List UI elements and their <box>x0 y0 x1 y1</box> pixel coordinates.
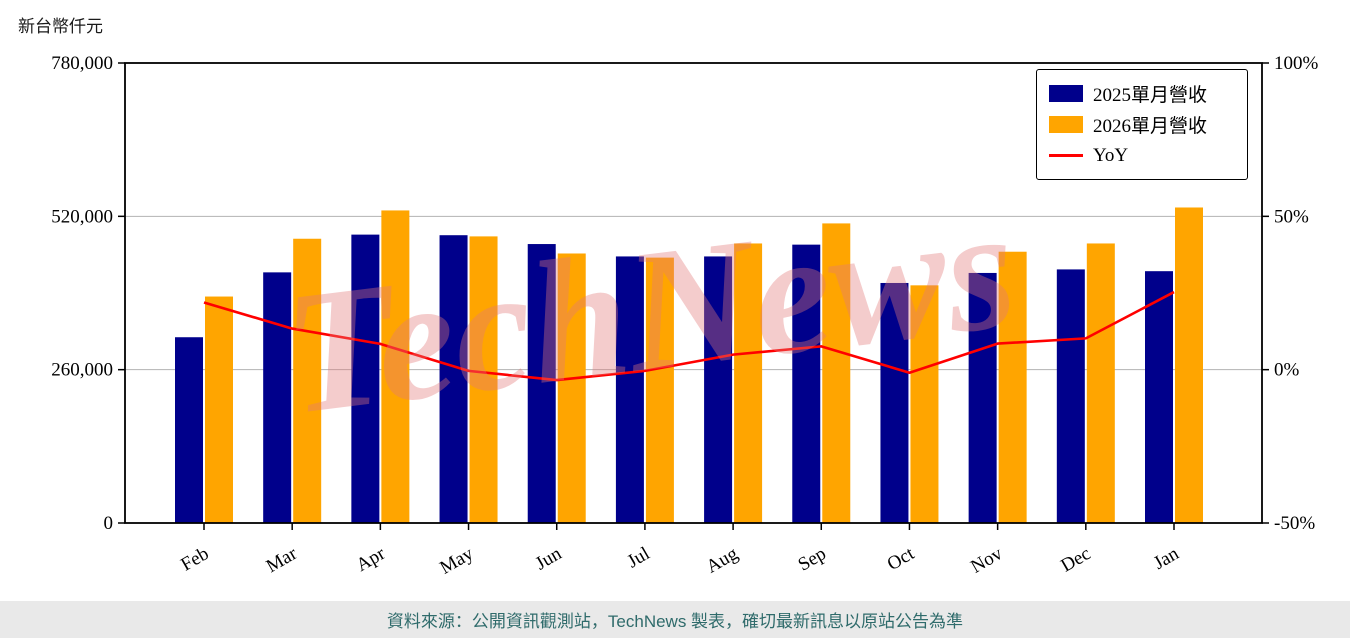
left-axis-tick-label: 780,000 <box>51 53 113 74</box>
left-axis-tick-label: 260,000 <box>51 360 113 381</box>
y-axis-title: 新台幣仟元 <box>18 17 103 36</box>
legend-label-2026: 2026單月營收 <box>1093 116 1208 137</box>
x-axis-tick-label: Apr <box>353 543 390 576</box>
bar-2025 <box>439 235 468 523</box>
right-axis-tick-label: 0% <box>1274 360 1300 381</box>
footer-source-text: 資料來源：公開資訊觀測站，TechNews 製表，確切最新訊息以原站公告為準 <box>386 612 964 631</box>
x-axis-tick-label: Jan <box>1150 543 1183 574</box>
chart-legend: 2025單月營收 2026單月營收 YoY <box>1036 69 1248 180</box>
bar-2026 <box>469 236 498 523</box>
x-axis-tick-label: Aug <box>703 543 742 578</box>
bar-2026 <box>822 223 851 523</box>
x-axis-tick-label: Sep <box>795 543 830 575</box>
bar-2025 <box>1056 269 1085 523</box>
bar-2026 <box>205 296 233 523</box>
x-axis-tick-label: Dec <box>1057 543 1094 576</box>
left-axis-tick-label: 0 <box>104 513 114 534</box>
x-axis-tick-label: May <box>436 543 477 579</box>
bar-2026 <box>557 253 586 523</box>
bar-2026 <box>1175 207 1203 523</box>
plot-frame <box>124 62 1263 524</box>
bar-2026 <box>645 257 674 523</box>
x-axis-tick-label: Jun <box>532 543 566 575</box>
bar-2025 <box>792 244 821 523</box>
footer-bar: 資料來源：公開資訊觀測站，TechNews 製表，確切最新訊息以原站公告為準 <box>0 601 1350 638</box>
x-axis-tick-label: Oct <box>884 543 919 575</box>
bar-2026 <box>910 285 939 523</box>
x-axis-tick-label: Jul <box>624 543 654 572</box>
bar-2025 <box>880 282 909 523</box>
bar-2026 <box>734 243 763 523</box>
bar-2025 <box>175 337 203 523</box>
bar-2026 <box>998 251 1027 523</box>
bar-2025 <box>351 234 380 523</box>
bar-2026 <box>1086 243 1115 523</box>
bar-2026 <box>381 210 410 523</box>
x-axis-tick-label: Mar <box>263 543 301 577</box>
legend-swatch-2026-icon <box>1049 116 1083 133</box>
legend-item-yoy: YoY <box>1049 140 1235 171</box>
left-axis-tick-label: 520,000 <box>51 206 113 227</box>
bar-2025 <box>615 256 644 523</box>
right-axis-tick-label: -50% <box>1274 513 1315 534</box>
right-axis-tick-label: 100% <box>1274 53 1319 74</box>
right-axis-tick-label: 50% <box>1274 206 1309 227</box>
bar-2025 <box>1145 271 1173 523</box>
legend-line-yoy-icon <box>1049 154 1083 157</box>
legend-label-2025: 2025單月營收 <box>1093 85 1208 106</box>
legend-item-2026: 2026單月營收 <box>1049 109 1235 140</box>
bar-2026 <box>293 238 322 523</box>
bar-2025 <box>263 272 292 523</box>
bar-2025 <box>704 256 733 523</box>
legend-swatch-2025-icon <box>1049 85 1083 102</box>
bar-2025 <box>968 272 997 523</box>
yoy-line <box>203 290 1175 382</box>
legend-label-yoy: YoY <box>1093 144 1129 166</box>
x-axis-tick-label: Feb <box>177 543 212 575</box>
x-axis-tick-label: Nov <box>967 543 1006 578</box>
legend-item-2025: 2025單月營收 <box>1049 78 1235 109</box>
bar-2025 <box>527 244 556 524</box>
